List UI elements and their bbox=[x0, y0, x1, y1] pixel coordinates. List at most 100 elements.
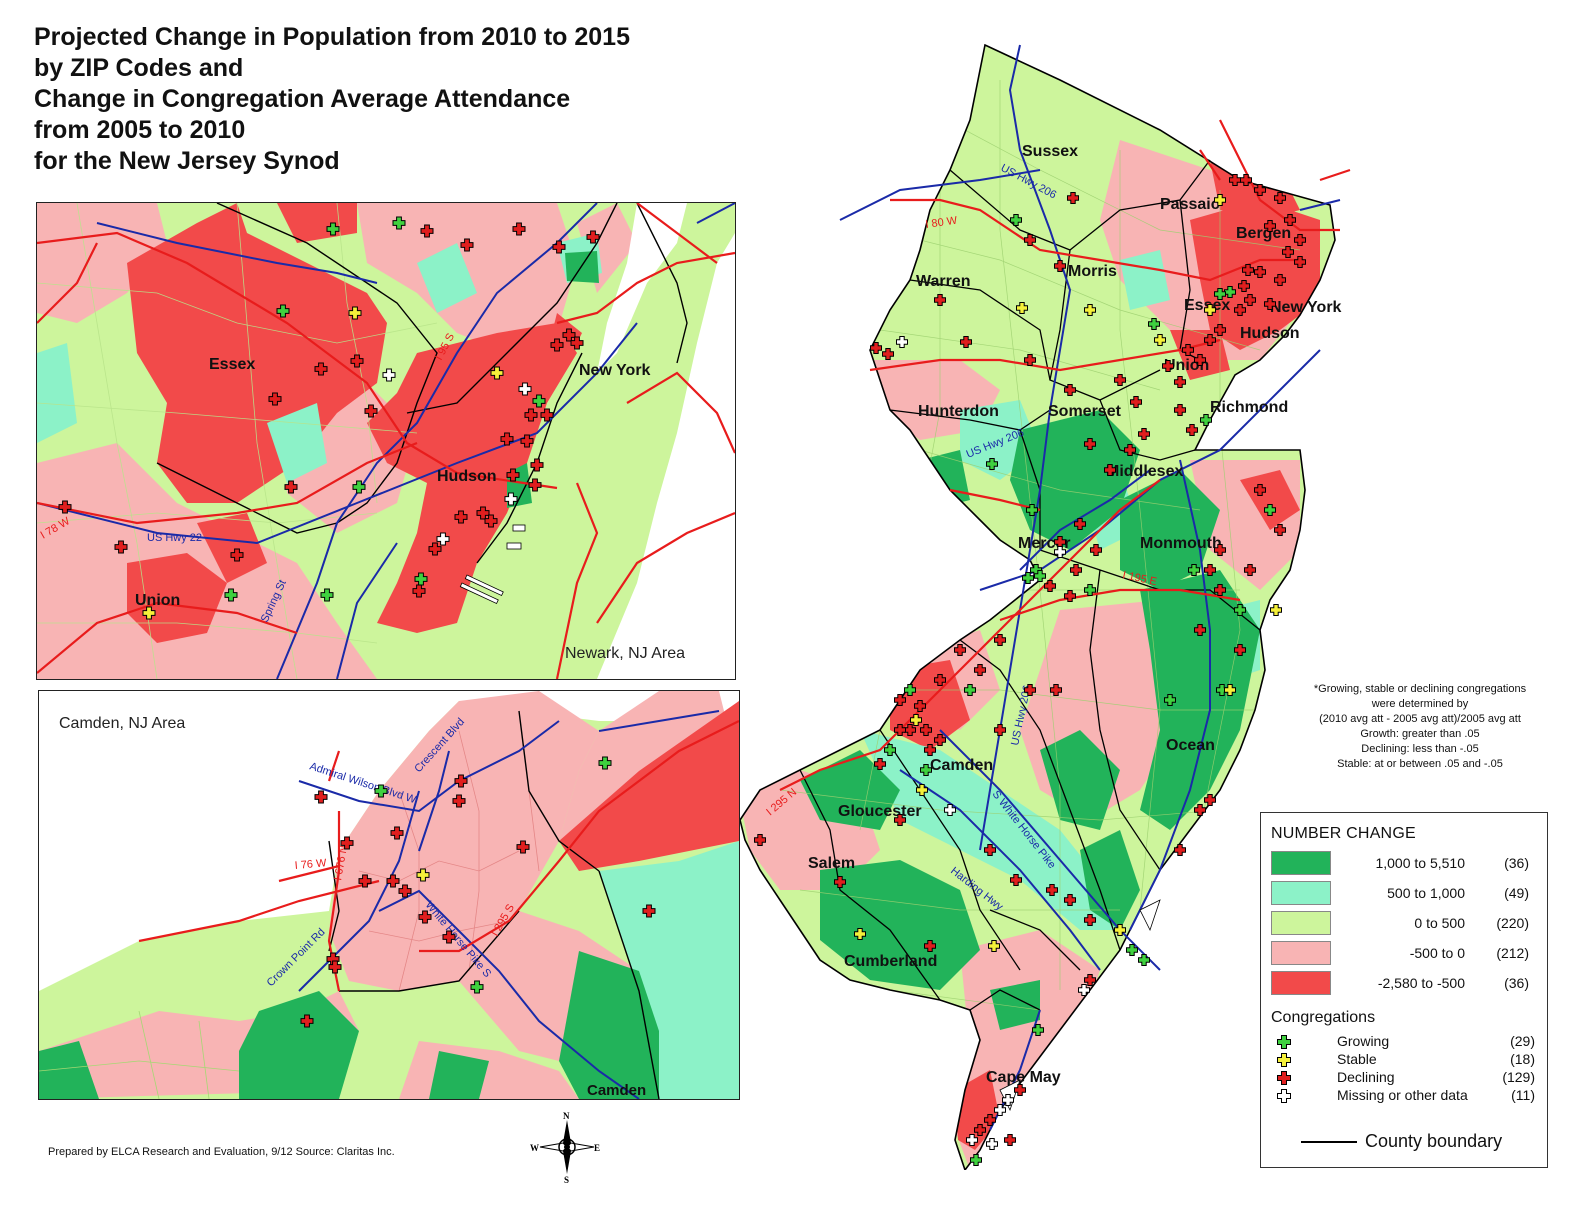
congregation-marker[interactable] bbox=[1194, 624, 1206, 636]
congregation-marker[interactable] bbox=[276, 304, 290, 318]
congregation-marker[interactable] bbox=[454, 774, 468, 788]
congregation-marker[interactable] bbox=[970, 1154, 982, 1166]
congregation-marker[interactable] bbox=[1229, 174, 1241, 186]
congregation-marker[interactable] bbox=[1064, 894, 1076, 906]
congregation-marker[interactable] bbox=[1114, 924, 1126, 936]
congregation-marker[interactable] bbox=[1126, 944, 1138, 956]
congregation-marker[interactable] bbox=[1240, 174, 1252, 186]
congregation-marker[interactable] bbox=[532, 394, 546, 408]
congregation-marker[interactable] bbox=[1214, 544, 1226, 556]
congregation-marker[interactable] bbox=[224, 588, 238, 602]
congregation-marker[interactable] bbox=[994, 1104, 1006, 1116]
congregation-marker[interactable] bbox=[420, 224, 434, 238]
congregation-marker[interactable] bbox=[1264, 504, 1276, 516]
congregation-marker[interactable] bbox=[1124, 444, 1136, 456]
congregation-marker[interactable] bbox=[416, 868, 430, 882]
congregation-marker[interactable] bbox=[1294, 256, 1306, 268]
congregation-marker[interactable] bbox=[1084, 304, 1096, 316]
congregation-marker[interactable] bbox=[1234, 604, 1246, 616]
congregation-marker[interactable] bbox=[382, 368, 396, 382]
congregation-marker[interactable] bbox=[452, 794, 466, 808]
congregation-marker[interactable] bbox=[454, 510, 468, 524]
congregation-marker[interactable] bbox=[642, 904, 656, 918]
congregation-marker[interactable] bbox=[986, 1138, 998, 1150]
congregation-marker[interactable] bbox=[1274, 192, 1286, 204]
congregation-marker[interactable] bbox=[284, 480, 298, 494]
congregation-marker[interactable] bbox=[418, 910, 432, 924]
congregation-marker[interactable] bbox=[834, 876, 846, 888]
congregation-marker[interactable] bbox=[1084, 438, 1096, 450]
congregation-marker[interactable] bbox=[114, 540, 128, 554]
congregation-marker[interactable] bbox=[1244, 294, 1256, 306]
congregation-marker[interactable] bbox=[598, 756, 612, 770]
congregation-marker[interactable] bbox=[934, 294, 946, 306]
congregation-marker[interactable] bbox=[314, 790, 328, 804]
congregation-marker[interactable] bbox=[1010, 214, 1022, 226]
congregation-marker[interactable] bbox=[436, 532, 450, 546]
congregation-marker[interactable] bbox=[1084, 584, 1096, 596]
congregation-marker[interactable] bbox=[1074, 518, 1086, 530]
congregation-marker[interactable] bbox=[1084, 914, 1096, 926]
congregation-marker[interactable] bbox=[528, 478, 542, 492]
congregation-marker[interactable] bbox=[994, 634, 1006, 646]
congregation-marker[interactable] bbox=[920, 764, 932, 776]
congregation-marker[interactable] bbox=[934, 734, 946, 746]
congregation-marker[interactable] bbox=[1046, 884, 1058, 896]
congregation-marker[interactable] bbox=[1274, 524, 1286, 536]
congregation-marker[interactable] bbox=[984, 844, 996, 856]
congregation-marker[interactable] bbox=[586, 230, 600, 244]
congregation-marker[interactable] bbox=[386, 874, 400, 888]
congregation-marker[interactable] bbox=[988, 940, 1000, 952]
congregation-marker[interactable] bbox=[504, 492, 518, 506]
congregation-marker[interactable] bbox=[428, 542, 442, 556]
congregation-marker[interactable] bbox=[358, 874, 372, 888]
congregation-marker[interactable] bbox=[470, 980, 484, 994]
congregation-marker[interactable] bbox=[1188, 564, 1200, 576]
congregation-marker[interactable] bbox=[540, 408, 554, 422]
congregation-marker[interactable] bbox=[882, 348, 894, 360]
congregation-marker[interactable] bbox=[1022, 572, 1034, 584]
congregation-marker[interactable] bbox=[966, 1134, 978, 1146]
congregation-marker[interactable] bbox=[944, 804, 956, 816]
congregation-marker[interactable] bbox=[1044, 580, 1056, 592]
congregation-marker[interactable] bbox=[1174, 404, 1186, 416]
congregation-marker[interactable] bbox=[1164, 694, 1176, 706]
congregation-marker[interactable] bbox=[954, 644, 966, 656]
congregation-marker[interactable] bbox=[390, 826, 404, 840]
congregation-marker[interactable] bbox=[1078, 984, 1090, 996]
congregation-marker[interactable] bbox=[1138, 428, 1150, 440]
congregation-marker[interactable] bbox=[1284, 214, 1296, 226]
congregation-marker[interactable] bbox=[1010, 874, 1022, 886]
congregation-marker[interactable] bbox=[506, 468, 520, 482]
congregation-marker[interactable] bbox=[894, 814, 906, 826]
congregation-marker[interactable] bbox=[1200, 414, 1212, 426]
congregation-marker[interactable] bbox=[1194, 354, 1206, 366]
congregation-marker[interactable] bbox=[1214, 584, 1226, 596]
congregation-marker[interactable] bbox=[500, 432, 514, 446]
congregation-marker[interactable] bbox=[1194, 804, 1206, 816]
congregation-marker[interactable] bbox=[1254, 266, 1266, 278]
congregation-marker[interactable] bbox=[530, 458, 544, 472]
congregation-marker[interactable] bbox=[1024, 354, 1036, 366]
congregation-marker[interactable] bbox=[924, 744, 936, 756]
congregation-marker[interactable] bbox=[894, 724, 906, 736]
congregation-marker[interactable] bbox=[1162, 360, 1174, 372]
congregation-marker[interactable] bbox=[352, 480, 366, 494]
congregation-marker[interactable] bbox=[412, 584, 426, 598]
congregation-marker[interactable] bbox=[1214, 288, 1226, 300]
congregation-marker[interactable] bbox=[934, 674, 946, 686]
congregation-marker[interactable] bbox=[1014, 1084, 1026, 1096]
congregation-marker[interactable] bbox=[920, 724, 932, 736]
congregation-marker[interactable] bbox=[398, 884, 412, 898]
congregation-marker[interactable] bbox=[1234, 304, 1246, 316]
congregation-marker[interactable] bbox=[1224, 286, 1236, 298]
congregation-marker[interactable] bbox=[916, 784, 928, 796]
congregation-marker[interactable] bbox=[442, 930, 456, 944]
congregation-marker[interactable] bbox=[1264, 298, 1276, 310]
congregation-marker[interactable] bbox=[516, 840, 530, 854]
congregation-marker[interactable] bbox=[1264, 220, 1276, 232]
congregation-marker[interactable] bbox=[894, 694, 906, 706]
congregation-marker[interactable] bbox=[1186, 424, 1198, 436]
congregation-marker[interactable] bbox=[1070, 564, 1082, 576]
congregation-marker[interactable] bbox=[1090, 544, 1102, 556]
